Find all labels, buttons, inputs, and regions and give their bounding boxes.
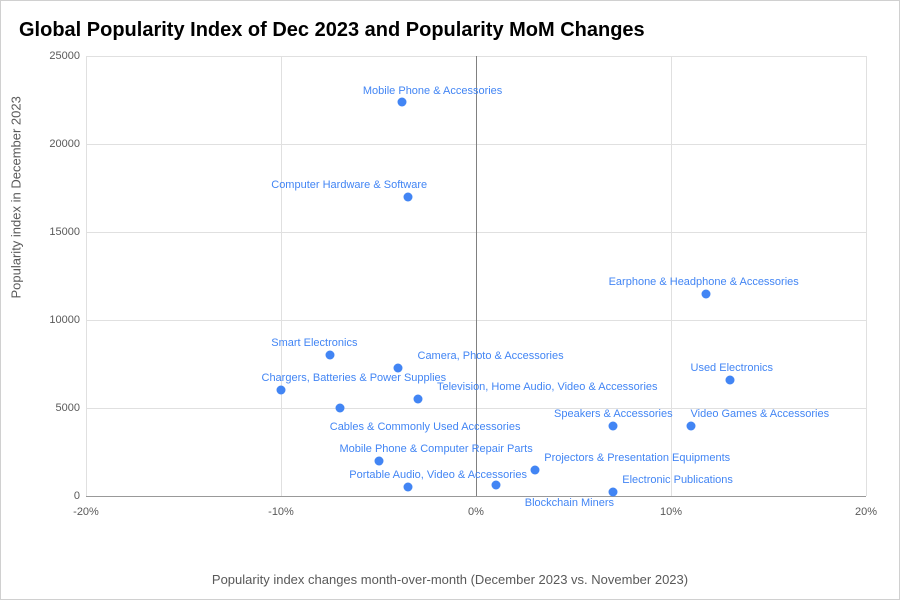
- data-point: [530, 465, 539, 474]
- data-point: [702, 289, 711, 298]
- scatter-chart: -20%-10%0%10%20%050001000015000200002500…: [86, 56, 866, 526]
- data-point: [413, 395, 422, 404]
- data-point-label: Cables & Commonly Used Accessories: [330, 421, 521, 433]
- y-tick-label: 10000: [49, 314, 86, 326]
- data-point-label: Mobile Phone & Accessories: [363, 85, 502, 97]
- y-tick-label: 20000: [49, 138, 86, 150]
- gridline-vertical: [86, 56, 87, 496]
- baseline: [86, 496, 866, 497]
- x-tick-label: -10%: [268, 506, 294, 518]
- y-tick-label: 15000: [49, 226, 86, 238]
- gridline-vertical: [866, 56, 867, 496]
- data-point: [394, 363, 403, 372]
- x-axis-label: Popularity index changes month-over-mont…: [212, 572, 688, 587]
- data-point-label: Used Electronics: [691, 362, 774, 374]
- x-tick-label: 20%: [855, 506, 877, 518]
- data-point: [325, 351, 334, 360]
- gridline-vertical: [281, 56, 282, 496]
- data-point-label: Blockchain Miners: [525, 497, 614, 509]
- y-axis-label: Popularity index in December 2023: [9, 96, 24, 298]
- data-point-label: Projectors & Presentation Equipments: [544, 452, 730, 464]
- data-point: [725, 375, 734, 384]
- x-tick-label: 0%: [468, 506, 484, 518]
- data-point-label: Speakers & Accessories: [554, 408, 673, 420]
- data-point-label: Earphone & Headphone & Accessories: [609, 276, 799, 288]
- data-point: [397, 97, 406, 106]
- data-point-label: Television, Home Audio, Video & Accessor…: [437, 381, 658, 393]
- data-point-label: Camera, Photo & Accessories: [418, 350, 564, 362]
- data-point: [374, 456, 383, 465]
- data-point: [403, 483, 412, 492]
- y-tick-label: 25000: [49, 50, 86, 62]
- chart-title: Global Popularity Index of Dec 2023 and …: [19, 19, 645, 42]
- data-point-label: Computer Hardware & Software: [271, 179, 427, 191]
- data-point-label: Video Games & Accessories: [691, 408, 830, 420]
- data-point: [403, 192, 412, 201]
- y-tick-label: 5000: [56, 402, 86, 414]
- x-tick-label: 10%: [660, 506, 682, 518]
- data-point-label: Electronic Publications: [622, 474, 733, 486]
- data-point: [608, 488, 617, 497]
- data-point: [277, 386, 286, 395]
- data-point-label: Smart Electronics: [271, 337, 357, 349]
- data-point: [335, 404, 344, 413]
- data-point-label: Mobile Phone & Computer Repair Parts: [340, 443, 533, 455]
- data-point-label: Chargers, Batteries & Power Supplies: [262, 372, 447, 384]
- data-point: [686, 421, 695, 430]
- data-point: [491, 481, 500, 490]
- x-tick-label: -20%: [73, 506, 99, 518]
- y-tick-label: 0: [74, 490, 86, 502]
- data-point-label: Portable Audio, Video & Accessories: [349, 469, 527, 481]
- data-point: [608, 421, 617, 430]
